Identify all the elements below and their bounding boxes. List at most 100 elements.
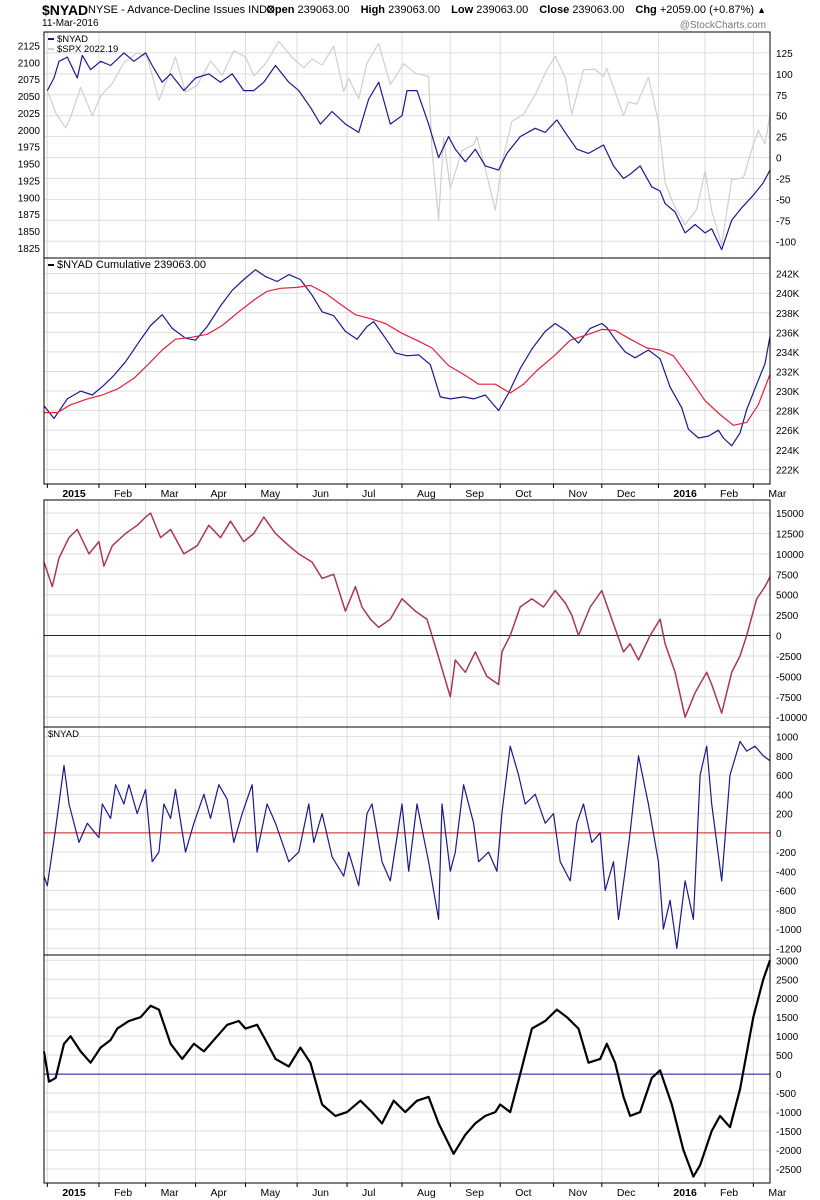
right-tick-label: 10000	[776, 550, 804, 561]
right-tick-label: 236K	[776, 328, 800, 339]
series-line-3-1	[43, 512, 771, 718]
legend-label: $NYAD	[48, 729, 79, 740]
right-tick-label: 200	[776, 810, 793, 821]
right-tick-label: 5000	[776, 591, 799, 602]
right-tick-label: 2000	[776, 994, 799, 1005]
panel-border	[43, 726, 771, 956]
date-axis-2: 2015 Feb Mar Apr May Jun Jul Aug Sep Oct Nov Dec 201…	[46, 1183, 787, 1199]
x-tick-label: Mar	[768, 1187, 787, 1199]
series-line-5-1	[42, 959, 772, 1178]
left-tick-label: 2025	[18, 109, 41, 120]
right-tick-label: 7500	[776, 570, 799, 581]
x-tick-label: Jul	[362, 1187, 375, 1199]
right-tick-label: 242K	[776, 270, 800, 281]
x-tick-label: Apr	[211, 488, 228, 500]
x-tick-label: 2016	[673, 1187, 697, 1199]
right-tick-label: 125	[776, 49, 793, 60]
open-label: Open	[266, 4, 295, 16]
x-tick-label: Oct	[515, 488, 531, 500]
legend-label: $NYAD	[57, 34, 88, 45]
high-value: 239063.00	[388, 4, 441, 16]
left-tick-label: 2100	[18, 58, 41, 69]
right-tick-label: -800	[776, 906, 796, 917]
x-tick-label: 2016	[673, 488, 697, 500]
x-tick-label: Aug	[417, 488, 436, 500]
stockcharts-logo: @StockCharts.com	[679, 20, 766, 31]
x-tick-label: Dec	[617, 1187, 636, 1199]
right-tick-label: -2500	[776, 1165, 802, 1176]
right-tick-label: 230K	[776, 387, 800, 398]
right-tick-label: 0	[776, 632, 782, 643]
left-tick-label: 1875	[18, 210, 41, 221]
right-tick-label: 3000	[776, 956, 799, 967]
right-tick-label: -100	[776, 237, 796, 248]
panel-5: 3000 2500 2000 1500 1000 500 0 -500 -1000 -1500 -2…	[42, 954, 802, 1184]
x-tick-label: Mar	[768, 488, 787, 500]
x-tick-label: Dec	[617, 488, 636, 500]
panel-border	[43, 257, 771, 485]
symbol-title: $NYAD	[42, 2, 89, 18]
series-line-1-1	[46, 40, 771, 246]
right-tick-label: 240K	[776, 289, 800, 300]
right-tick-label: 12500	[776, 529, 804, 540]
panel-4: 1000 800 600 400 200 0 -200 -400 -600 -800 -1000 -1…	[43, 726, 802, 956]
right-tick-label: -1500	[776, 1127, 802, 1138]
right-tick-label: -400	[776, 867, 796, 878]
right-tick-label: -2500	[776, 652, 802, 663]
x-tick-label: Feb	[720, 1187, 738, 1199]
x-tick-label: Aug	[417, 1187, 436, 1199]
panel-border	[43, 499, 771, 728]
right-tick-label: -5000	[776, 672, 802, 683]
right-tick-label: 0	[776, 829, 782, 840]
close-value: 239063.00	[572, 4, 625, 16]
right-tick-label: -25	[776, 174, 791, 185]
right-tick-label: 234K	[776, 348, 800, 359]
right-tick-label: 600	[776, 771, 793, 782]
left-tick-label: 1900	[18, 193, 41, 204]
x-tick-label: Jun	[312, 1187, 329, 1199]
right-tick-label: 75	[776, 91, 788, 102]
right-tick-label: 0	[776, 154, 782, 165]
right-tick-label: 232K	[776, 367, 800, 378]
x-tick-label: Feb	[114, 1187, 132, 1199]
x-tick-label: Jun	[312, 488, 329, 500]
right-tick-label: 238K	[776, 309, 800, 320]
x-tick-label: 2015	[62, 488, 86, 500]
right-tick-label: -75	[776, 216, 791, 227]
up-triangle-icon: ▲	[757, 5, 766, 15]
x-tick-label: Feb	[114, 488, 132, 500]
x-tick-label: May	[260, 488, 281, 500]
series-line-1-2	[46, 52, 771, 251]
right-tick-label: -50	[776, 195, 791, 206]
x-tick-label: Mar	[161, 488, 180, 500]
high-label: High	[360, 4, 386, 16]
left-tick-label: 1850	[18, 227, 41, 238]
date-axis-1: 2015 Feb Mar Apr May Jun Jul Aug Sep Oct Nov Dec 201…	[46, 484, 787, 500]
panel-1: 125 100 75 50 25 0 -25 -50 -75 -100 2125 2100 2075 20…	[18, 31, 796, 259]
right-tick-label: 1500	[776, 1013, 799, 1024]
x-tick-label: Sep	[465, 1187, 484, 1199]
x-tick-label: 2015	[62, 1187, 86, 1199]
right-tick-label: 100	[776, 70, 793, 81]
x-tick-label: Jul	[362, 488, 375, 500]
right-tick-label: -2000	[776, 1146, 802, 1157]
x-tick-label: Nov	[569, 488, 588, 500]
left-tick-label: 2125	[18, 41, 41, 52]
right-tick-label: 1000	[776, 1032, 799, 1043]
right-tick-label: -200	[776, 848, 796, 859]
series-line-4-1	[43, 740, 771, 949]
panel-2: 242K 240K 238K 236K 234K 232K 230K 228K 226K 224K…	[43, 257, 800, 485]
x-tick-label: Nov	[569, 1187, 588, 1199]
left-tick-label: 2000	[18, 126, 41, 137]
right-tick-label: 228K	[776, 407, 800, 418]
panel-3: 15000 12500 10000 7500 5000 2500 0 -2500 -5000 -7…	[43, 499, 808, 728]
low-value: 239063.00	[476, 4, 529, 16]
x-tick-label: Oct	[515, 1187, 531, 1199]
series-line-2-1	[43, 269, 771, 447]
right-tick-label: 226K	[776, 426, 800, 437]
right-tick-label: 800	[776, 752, 793, 763]
right-tick-label: -1200	[776, 944, 802, 955]
legend-label: $NYAD Cumulative 239063.00	[57, 259, 206, 271]
right-tick-label: 2500	[776, 611, 799, 622]
